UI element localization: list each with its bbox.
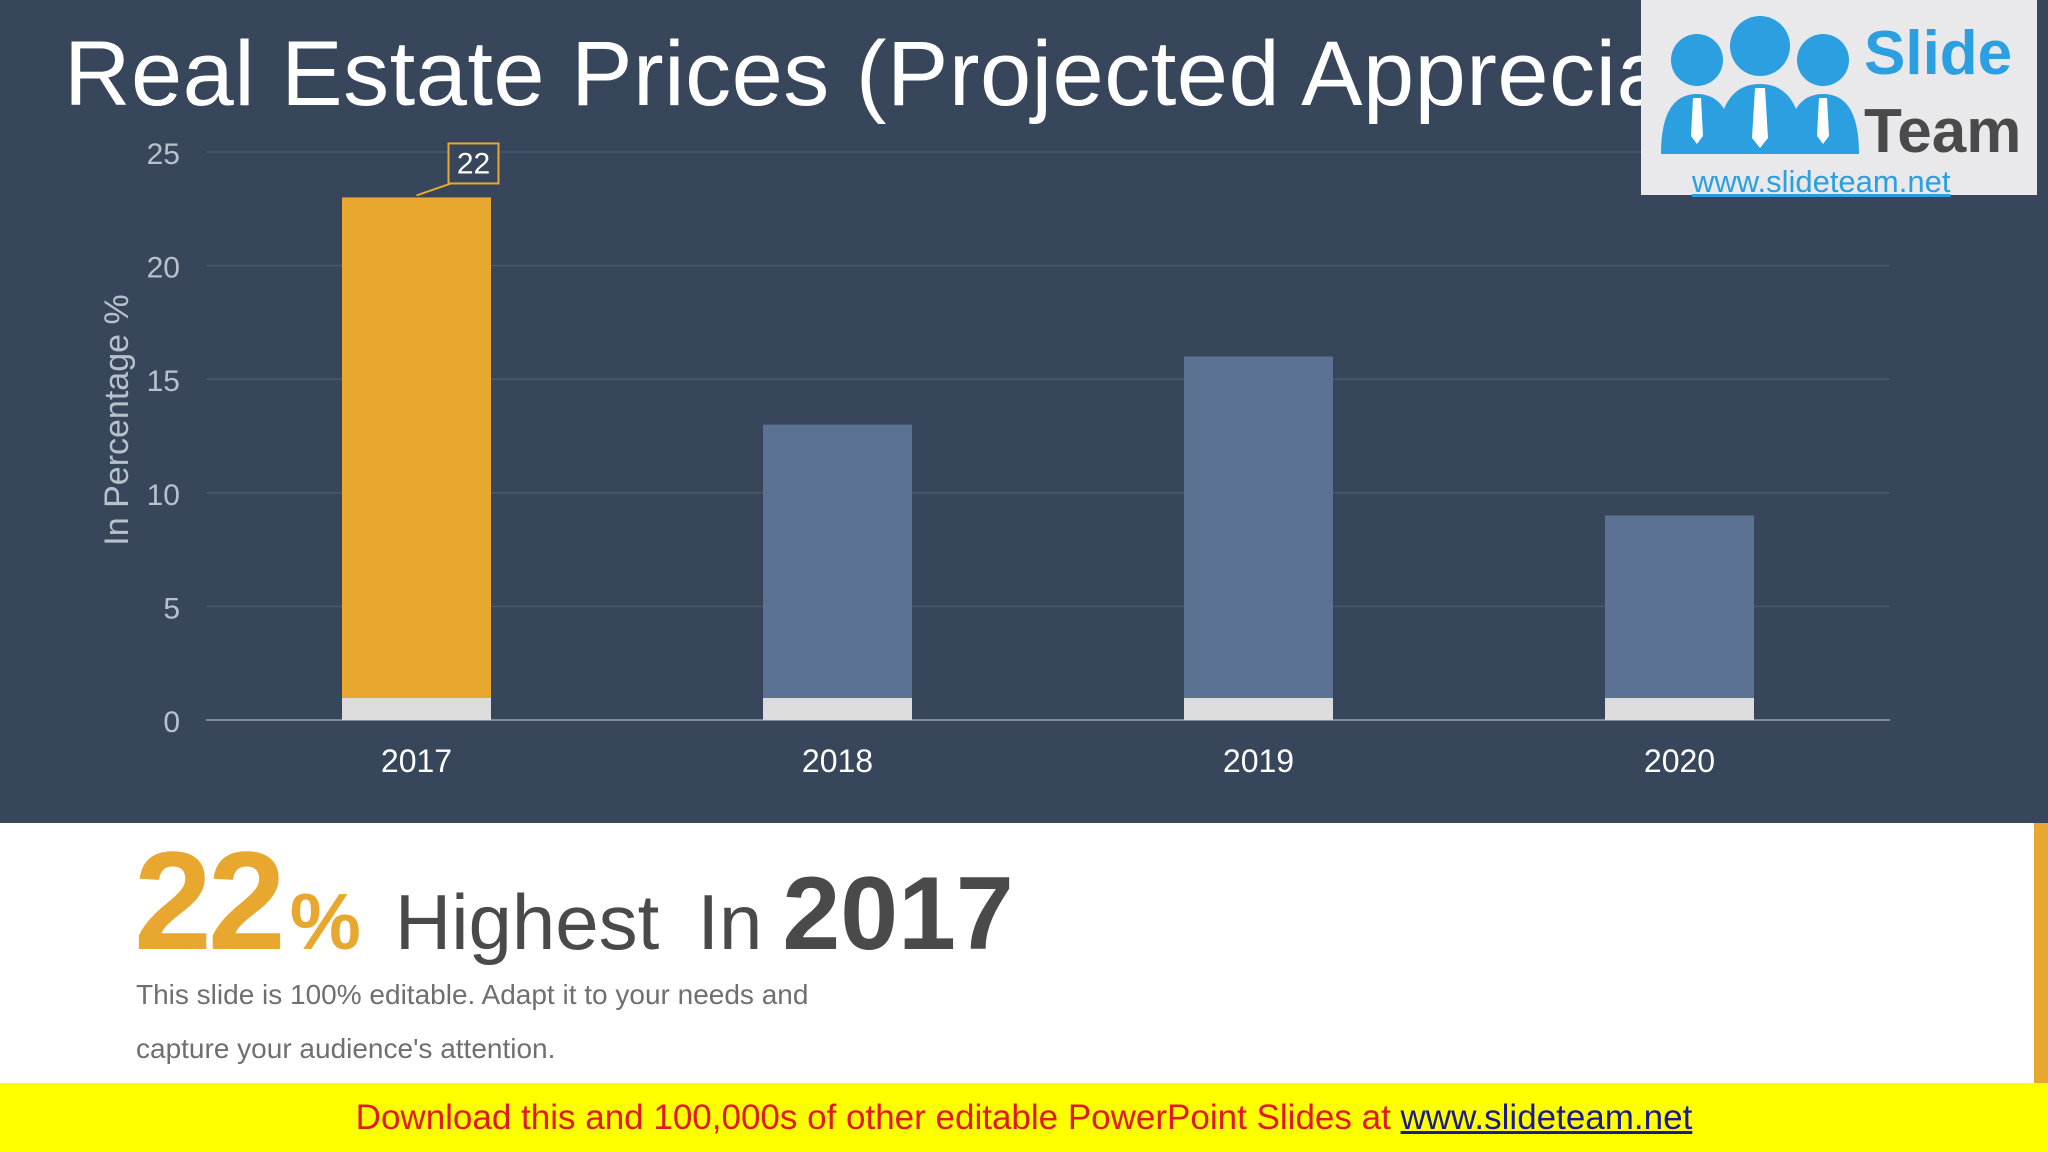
bar-base <box>1184 698 1333 720</box>
summary-value: 22 <box>134 822 286 979</box>
summary-unit: % <box>289 877 361 966</box>
y-tick-label: 20 <box>147 252 180 285</box>
summary-headline: 22% Highest In 2017 <box>134 820 1014 982</box>
summary-prefix: In <box>697 878 763 966</box>
y-tick-label: 10 <box>147 479 180 512</box>
logo-url-link[interactable]: www.slideteam.net <box>1692 164 1951 199</box>
page-title: Real Estate Prices (Projected Appreciati… <box>64 23 1850 125</box>
download-banner: Download this and 100,000s of other edit… <box>0 1083 2048 1152</box>
y-tick-label: 0 <box>163 706 180 739</box>
bar-chart: 0 5 10 15 20 25 2017 2018 2019 2020 In Percentag… <box>98 138 1890 779</box>
x-axis-ticks: 2017 2018 2019 2020 <box>381 743 1715 779</box>
bar-base <box>763 698 912 720</box>
x-tick-label: 2018 <box>802 743 873 779</box>
logo-text-slide: Slide <box>1864 19 2013 88</box>
data-callout: 22 <box>416 142 500 197</box>
bar-base <box>342 698 491 720</box>
x-tick-label: 2019 <box>1223 743 1294 779</box>
callout-label: 22 <box>457 147 490 180</box>
summary-year: 2017 <box>782 856 1014 972</box>
bar-2018 <box>763 424 912 720</box>
accent-rule <box>2034 823 2048 1083</box>
summary-description: This slide is 100% editable. Adapt it to… <box>136 979 809 1064</box>
summary-label: Highest <box>394 878 660 966</box>
logo-text-team: Team <box>1864 97 2022 166</box>
x-tick-label: 2017 <box>381 743 452 779</box>
y-axis-ticks: 0 5 10 15 20 25 <box>147 138 180 739</box>
banner-text: Download this and 100,000s of other edit… <box>355 1098 1401 1137</box>
banner-link[interactable]: www.slideteam.net <box>1400 1098 1693 1137</box>
bar-base <box>1605 698 1754 720</box>
y-tick-label: 5 <box>163 592 180 625</box>
y-axis-label: In Percentage % <box>98 294 136 545</box>
x-tick-label: 2020 <box>1644 743 1715 779</box>
bars <box>342 197 1754 720</box>
bar-2017 <box>342 197 491 720</box>
people-icon <box>1661 16 1859 154</box>
bar-2019 <box>1184 356 1333 720</box>
brand-logo: Slide Team www.slideteam.net <box>1641 0 2037 199</box>
callout-box <box>447 142 500 185</box>
bar-2020 <box>1605 515 1754 720</box>
y-tick-label: 15 <box>147 365 180 398</box>
y-tick-label: 25 <box>147 138 180 171</box>
